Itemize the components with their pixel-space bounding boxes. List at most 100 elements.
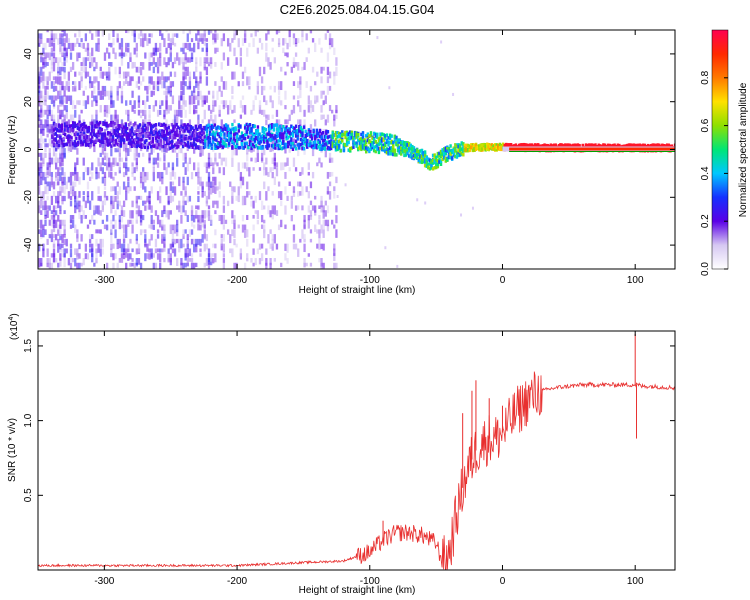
heatmap-cell <box>288 141 291 146</box>
heatmap-cell <box>245 127 248 131</box>
heatmap-cell <box>65 81 68 91</box>
heatmap-cell <box>57 167 60 177</box>
heatmap-cell <box>86 71 90 77</box>
heatmap-cell <box>108 66 111 75</box>
heatmap-cell <box>188 195 192 202</box>
heatmap-cell <box>216 186 219 191</box>
heatmap-cell <box>171 148 175 153</box>
heatmap-cell <box>70 136 73 140</box>
heatmap-cell <box>414 153 417 158</box>
heatmap-cell <box>108 167 111 172</box>
heatmap-cell <box>78 128 81 139</box>
heatmap-cell <box>182 105 185 110</box>
heatmap-cell <box>326 138 330 143</box>
heatmap-cell <box>207 123 210 128</box>
heatmap-cell <box>438 158 441 162</box>
heatmap-cell <box>250 142 253 147</box>
heatmap-cell <box>231 109 234 114</box>
heatmap-cell <box>239 137 242 141</box>
heatmap-cell <box>326 85 330 95</box>
heatmap-cell <box>186 140 190 145</box>
heatmap-cell <box>301 167 304 175</box>
heatmap-cell <box>241 71 245 79</box>
heatmap-cell <box>120 224 124 229</box>
heatmap-cell <box>271 210 274 220</box>
heatmap-cell <box>328 134 331 139</box>
heatmap-cell <box>140 128 143 133</box>
heatmap-cell <box>439 162 443 166</box>
heatmap-cell <box>263 85 266 91</box>
heatmap-cell <box>135 148 138 157</box>
heatmap-cell <box>78 124 81 130</box>
heatmap-cell <box>314 137 317 141</box>
heatmap-cell <box>428 167 432 171</box>
heatmap-cell <box>239 100 243 109</box>
heatmap-cell <box>208 137 212 141</box>
heatmap-cell <box>110 90 113 98</box>
heatmap-cell <box>201 181 204 190</box>
heatmap-cell <box>193 105 196 114</box>
heatmap-cell <box>54 162 58 170</box>
heatmap-cell <box>352 136 355 140</box>
heatmap-cell <box>59 38 62 44</box>
heatmap-cell <box>305 57 308 62</box>
heatmap-cell <box>280 66 283 72</box>
heatmap-cell <box>116 195 119 204</box>
heatmap-cell <box>197 186 200 191</box>
heatmap-cell <box>189 135 193 139</box>
heatmap-cell <box>465 147 468 152</box>
heatmap-cell <box>184 186 187 195</box>
heatmap-cell <box>73 143 76 148</box>
heatmap-cell <box>215 130 218 135</box>
heatmap-cell <box>252 262 255 267</box>
heatmap-cell <box>403 140 406 145</box>
x-tick-label: 0 <box>500 576 506 587</box>
heatmap-cell <box>140 145 143 149</box>
heatmap-cell <box>267 143 271 148</box>
heatmap-cell <box>195 262 198 268</box>
heatmap-cell <box>156 162 160 168</box>
heatmap-cell <box>385 147 389 151</box>
heatmap-cell <box>103 71 107 76</box>
heatmap-cell <box>82 57 85 67</box>
heatmap-cell <box>152 171 155 182</box>
heatmap-cell <box>393 139 397 144</box>
heatmap-cell <box>165 136 169 141</box>
heatmap-cell <box>320 132 323 136</box>
heatmap-cell <box>256 136 260 140</box>
colorbar-tick-label: 0.2 <box>700 214 711 228</box>
heatmap-cell <box>159 52 162 58</box>
heatmap-cell <box>157 135 161 140</box>
heatmap-cell <box>243 128 247 135</box>
heatmap-cell <box>40 66 43 76</box>
heatmap-cell <box>125 229 128 238</box>
heatmap-cell <box>145 138 148 143</box>
heatmap-cell <box>61 253 64 258</box>
heatmap-cell <box>548 144 551 149</box>
heatmap-cell <box>546 144 549 149</box>
heatmap-cell <box>607 143 610 148</box>
heatmap-cell <box>131 162 134 167</box>
heatmap-cell <box>471 145 475 149</box>
heatmap-cell <box>309 100 313 108</box>
heatmap-cell <box>129 76 132 86</box>
heatmap-cell <box>314 205 317 213</box>
heatmap-cell <box>254 30 257 37</box>
heatmap-cell <box>613 144 616 149</box>
heatmap-cell <box>243 30 247 38</box>
colorbar-tick-label: 0.4 <box>700 166 711 180</box>
heatmap-cell <box>326 76 330 84</box>
heatmap-cell <box>157 130 161 134</box>
heatmap-cell <box>183 143 186 147</box>
heatmap-cell <box>59 229 62 236</box>
heatmap-cell <box>89 121 92 126</box>
heatmap-cell <box>576 144 580 148</box>
heatmap-cell <box>54 234 58 241</box>
heatmap-cell <box>243 66 247 74</box>
heatmap-cell <box>266 146 269 150</box>
heatmap-cell <box>271 157 274 165</box>
heatmap-cell <box>190 258 194 263</box>
heatmap-cell <box>124 133 127 137</box>
heatmap-cell <box>237 137 240 141</box>
heatmap-cell <box>112 195 115 206</box>
